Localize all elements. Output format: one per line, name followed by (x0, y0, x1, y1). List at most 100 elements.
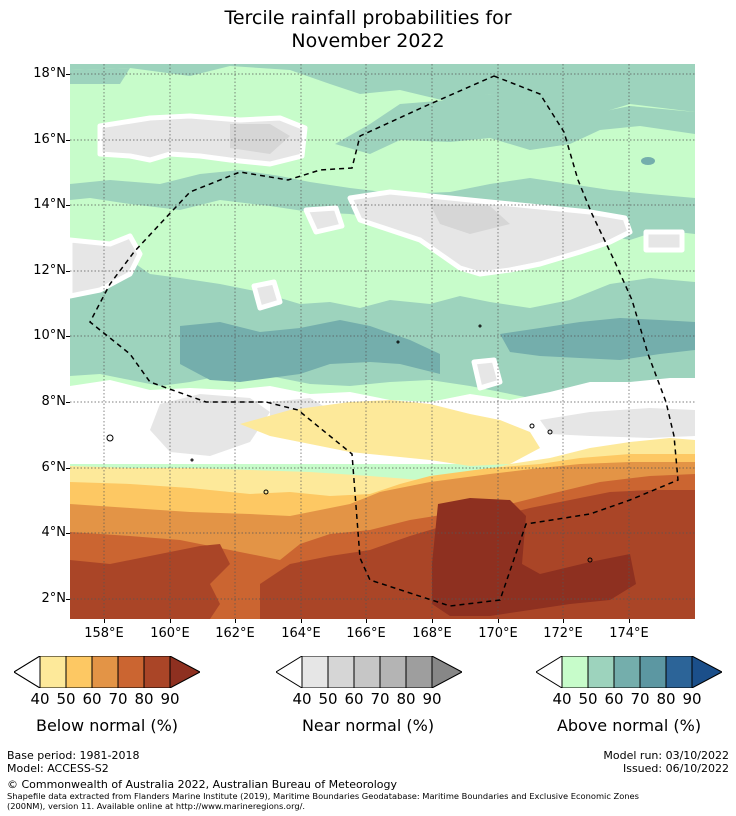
lat-label: 18°N (33, 66, 66, 81)
cbar-label: 50 (56, 690, 76, 708)
lat-label: 10°N (33, 328, 66, 343)
cbar-cell (536, 656, 562, 688)
grey-patch-south-west (150, 394, 270, 456)
lat-label: 16°N (33, 132, 66, 147)
model-run: Model run: 03/10/2022 (603, 749, 729, 762)
copyright: © Commonwealth of Australia 2022, Austra… (7, 778, 397, 791)
lat-label: 14°N (33, 197, 66, 212)
cbar-dividers (39, 656, 171, 688)
grey-patch-north-core (230, 124, 290, 154)
green-band-top (70, 64, 695, 116)
cbar-cell (92, 656, 118, 688)
grey-patch-small-2 (251, 279, 283, 311)
teal-band-west (180, 320, 440, 382)
cbar-label: 80 (656, 690, 676, 708)
below-max-patch (432, 498, 636, 616)
lat-tick (66, 74, 70, 75)
lon-tick (629, 619, 630, 623)
grey-patch-west (70, 233, 143, 299)
lon-label: 170°E (478, 626, 518, 641)
cbar-title-near: Near normal (%) (301, 716, 435, 735)
cbar-cell (380, 656, 406, 688)
lon-tick (301, 619, 302, 623)
lon-tick (104, 619, 105, 623)
cbar-label: 90 (160, 690, 180, 708)
shapefile-credit-1: Shapefile data extracted from Flanders M… (7, 791, 639, 801)
cbar-cell (562, 656, 588, 688)
lat-label: 4°N (41, 525, 67, 540)
cbar-cell (406, 656, 432, 688)
grey-patch-central-core (430, 204, 510, 234)
lat-label: 12°N (33, 263, 66, 278)
cbar-cell (666, 656, 692, 688)
cbar-cell (276, 656, 302, 688)
below-50-patch (240, 400, 540, 466)
cbar-cell (692, 656, 722, 688)
lon-label: 162°E (215, 626, 255, 641)
green-band-upper (335, 94, 695, 154)
lon-label: 160°E (150, 626, 190, 641)
issued-date: Issued: 06/10/2022 (622, 762, 729, 775)
teal-spot (641, 157, 655, 165)
graticule (70, 64, 695, 619)
cbar-dividers (561, 656, 693, 688)
lon-label: 174°E (609, 626, 649, 641)
lon-label: 158°E (84, 626, 124, 641)
lat-tick (66, 599, 70, 600)
cbar-label: 60 (82, 690, 102, 708)
cbar-label: 60 (344, 690, 364, 708)
green-band-top-left (70, 68, 130, 84)
lon-tick (498, 619, 499, 623)
lat-tick (66, 336, 70, 337)
cbar-cell (302, 656, 328, 688)
shapefile-credit-2: (200NM), version 11. Available online at… (7, 801, 306, 811)
lon-tick (432, 619, 433, 623)
cbar-cell (170, 656, 200, 688)
map-svg (70, 64, 695, 619)
cbar-label: 80 (134, 690, 154, 708)
cbar-cell (144, 656, 170, 688)
cbar-label: 90 (682, 690, 702, 708)
cbar-label: 60 (604, 690, 624, 708)
lat-tick (66, 205, 70, 206)
lon-label: 164°E (281, 626, 321, 641)
eez-boundary (89, 75, 679, 607)
cbar-cell (66, 656, 92, 688)
grey-patch-east-small (643, 229, 685, 253)
map-title: Tercile rainfall probabilities for Novem… (0, 7, 736, 53)
cbar-label: 40 (30, 690, 50, 708)
lat-tick (66, 468, 70, 469)
cbar-cell (432, 656, 462, 688)
lon-tick (563, 619, 564, 623)
cbar-cell (40, 656, 66, 688)
cbar-cell (588, 656, 614, 688)
islands (106, 324, 593, 563)
lat-tick (66, 402, 70, 403)
cbar-label: 90 (422, 690, 442, 708)
cbar-label: 70 (370, 690, 390, 708)
colorbar-above-normal (536, 656, 722, 688)
grey-patch-small-3 (471, 357, 503, 391)
cbar-label: 40 (552, 690, 572, 708)
cbar-title-below: Below normal (%) (35, 716, 179, 735)
grey-patch-central (347, 189, 633, 277)
lat-tick (66, 140, 70, 141)
cbar-label: 50 (318, 690, 338, 708)
base-period: Base period: 1981-2018 (7, 749, 140, 762)
lon-label: 172°E (543, 626, 583, 641)
lat-label: 2°N (41, 591, 67, 606)
below-90-patch-west (70, 544, 230, 619)
lon-label: 166°E (346, 626, 386, 641)
cbar-cell (14, 656, 41, 688)
cbar-label: 40 (292, 690, 312, 708)
title-line-2: November 2022 (291, 30, 445, 52)
lon-tick (235, 619, 236, 623)
cbar-cell (328, 656, 354, 688)
cbar-label: 80 (396, 690, 416, 708)
cbar-cell (614, 656, 640, 688)
cbar-dividers (301, 656, 433, 688)
colorbar-below-normal (14, 656, 200, 688)
cbar-label: 70 (108, 690, 128, 708)
grey-patch-south-east (540, 408, 695, 438)
cbar-label: 70 (630, 690, 650, 708)
